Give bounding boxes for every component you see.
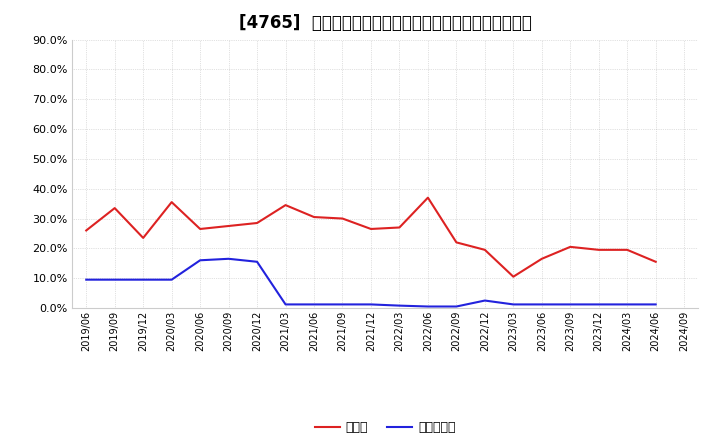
- 現預金: [225, 224, 233, 229]
- 有利子負債: [452, 304, 461, 309]
- 有利子負債: [253, 259, 261, 264]
- 有利子負債: [225, 256, 233, 261]
- 有利子負債: [623, 302, 631, 307]
- 有利子負債: [395, 303, 404, 308]
- 現預金: [167, 199, 176, 205]
- Line: 有利子負債: 有利子負債: [86, 259, 656, 307]
- 現預金: [139, 235, 148, 241]
- 現預金: [196, 226, 204, 231]
- 現預金: [82, 228, 91, 233]
- 現預金: [338, 216, 347, 221]
- 現預金: [566, 244, 575, 249]
- 現預金: [110, 205, 119, 211]
- 有利子負債: [338, 302, 347, 307]
- Line: 現預金: 現預金: [86, 198, 656, 277]
- 有利子負債: [167, 277, 176, 282]
- 現預金: [253, 220, 261, 226]
- 有利子負債: [196, 258, 204, 263]
- 現預金: [623, 247, 631, 253]
- 有利子負債: [537, 302, 546, 307]
- 有利子負債: [566, 302, 575, 307]
- 現預金: [480, 247, 489, 253]
- 有利子負債: [110, 277, 119, 282]
- 有利子負債: [139, 277, 148, 282]
- 有利子負債: [82, 277, 91, 282]
- 有利子負債: [509, 302, 518, 307]
- 有利子負債: [480, 298, 489, 303]
- 現預金: [282, 202, 290, 208]
- 現預金: [452, 240, 461, 245]
- 有利子負債: [595, 302, 603, 307]
- 現預金: [509, 274, 518, 279]
- 現預金: [595, 247, 603, 253]
- 有利子負債: [282, 302, 290, 307]
- 現預金: [366, 226, 375, 231]
- Title: [4765]  現預金、有利子負債の総資産に対する比率の推移: [4765] 現預金、有利子負債の総資産に対する比率の推移: [239, 15, 531, 33]
- 有利子負債: [652, 302, 660, 307]
- 現預金: [537, 256, 546, 261]
- 有利子負債: [366, 302, 375, 307]
- 現預金: [310, 214, 318, 220]
- Legend: 現預金, 有利子負債: 現預金, 有利子負債: [310, 416, 461, 439]
- 現預金: [395, 225, 404, 230]
- 有利子負債: [423, 304, 432, 309]
- 有利子負債: [310, 302, 318, 307]
- 現預金: [652, 259, 660, 264]
- 現預金: [423, 195, 432, 200]
